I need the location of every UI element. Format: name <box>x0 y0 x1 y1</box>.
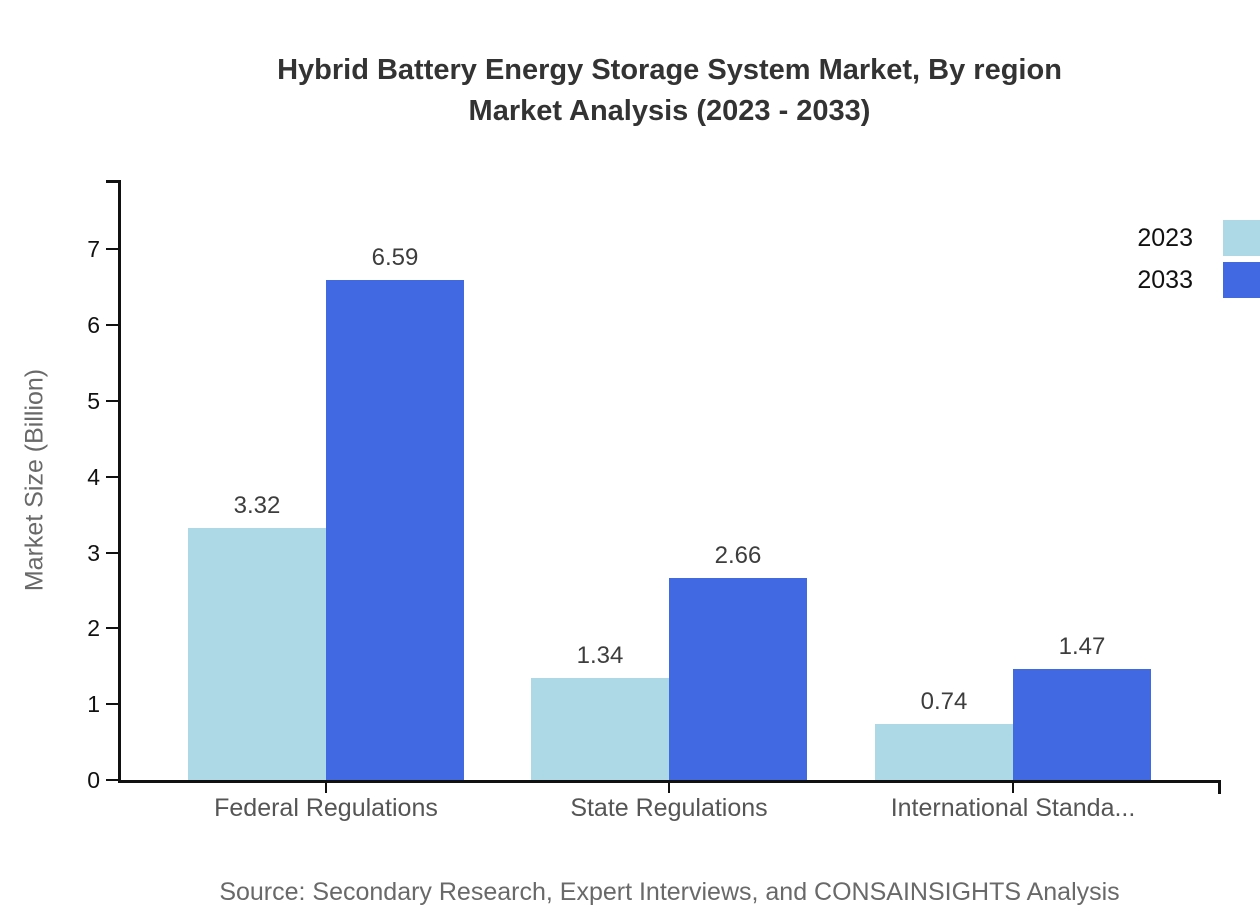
bar-2023-international-standa <box>875 723 1013 780</box>
y-tick-label-6: 6 <box>87 312 100 339</box>
legend-swatch-2033-icon <box>1223 262 1260 298</box>
y-tick-label-5: 5 <box>87 388 100 414</box>
value-label-2023-federal-regulations: 3.32 <box>233 492 281 520</box>
y-tick-0 <box>106 779 118 781</box>
x-tick-label-state-regulations: State Regulations <box>570 794 768 822</box>
y-tick-4 <box>106 475 118 478</box>
y-tick-label-0: 0 <box>87 767 100 793</box>
y-tick-7 <box>106 248 118 251</box>
y-tick-5 <box>106 400 118 402</box>
y-tick-label-4: 4 <box>87 463 100 490</box>
bar-2033-international-standa <box>1013 668 1151 780</box>
x-axis-line <box>118 780 1221 783</box>
y-tick-label-7: 7 <box>87 236 100 263</box>
source-note: Source: Secondary Research, Expert Inter… <box>219 878 1120 906</box>
bar-2023-federal-regulations <box>188 528 326 780</box>
y-tick-3 <box>106 551 118 554</box>
x-tick-label-federal-regulations: Federal Regulations <box>214 794 438 822</box>
legend-label-2033: 2033 <box>1137 265 1193 294</box>
x-tick-label-international-standa: International Standa... <box>890 794 1136 822</box>
chart-title-line2: Market Analysis (2023 - 2033) <box>468 95 871 127</box>
legend-item-2033: 2033 <box>1137 262 1260 298</box>
y-tick-label-2: 2 <box>87 615 100 642</box>
chart-title-line1: Hybrid Battery Energy Storage System Mar… <box>277 54 1062 86</box>
value-label-2023-state-regulations: 1.34 <box>576 642 624 670</box>
value-label-2023-international-standa: 0.74 <box>920 687 968 715</box>
bar-2033-state-regulations <box>669 578 807 780</box>
bar-2023-state-regulations <box>531 678 669 780</box>
value-label-2033-federal-regulations: 6.59 <box>371 244 419 272</box>
y-tick-1 <box>106 703 118 706</box>
legend-label-2023: 2023 <box>1137 223 1193 252</box>
value-label-2033-state-regulations: 2.66 <box>714 542 762 570</box>
legend-item-2023: 2023 <box>1137 220 1260 256</box>
x-axis-end-cap <box>1218 783 1221 794</box>
y-axis-top-cap <box>106 180 118 183</box>
y-axis-line <box>118 180 121 783</box>
y-tick-2 <box>106 627 118 630</box>
x-tick-federal-regulations <box>325 783 327 793</box>
y-tick-label-1: 1 <box>87 691 100 718</box>
x-tick-international-standa <box>1012 783 1014 793</box>
chart-title: Hybrid Battery Energy Storage System Mar… <box>99 50 1240 132</box>
y-tick-6 <box>106 324 118 327</box>
value-label-2033-international-standa: 1.47 <box>1058 632 1106 660</box>
legend-swatch-2023-icon <box>1223 220 1260 256</box>
legend: 2023 2033 <box>1137 220 1260 304</box>
y-tick-label-3: 3 <box>87 539 100 566</box>
x-tick-state-regulations <box>668 783 670 793</box>
bar-2033-federal-regulations <box>326 280 464 780</box>
